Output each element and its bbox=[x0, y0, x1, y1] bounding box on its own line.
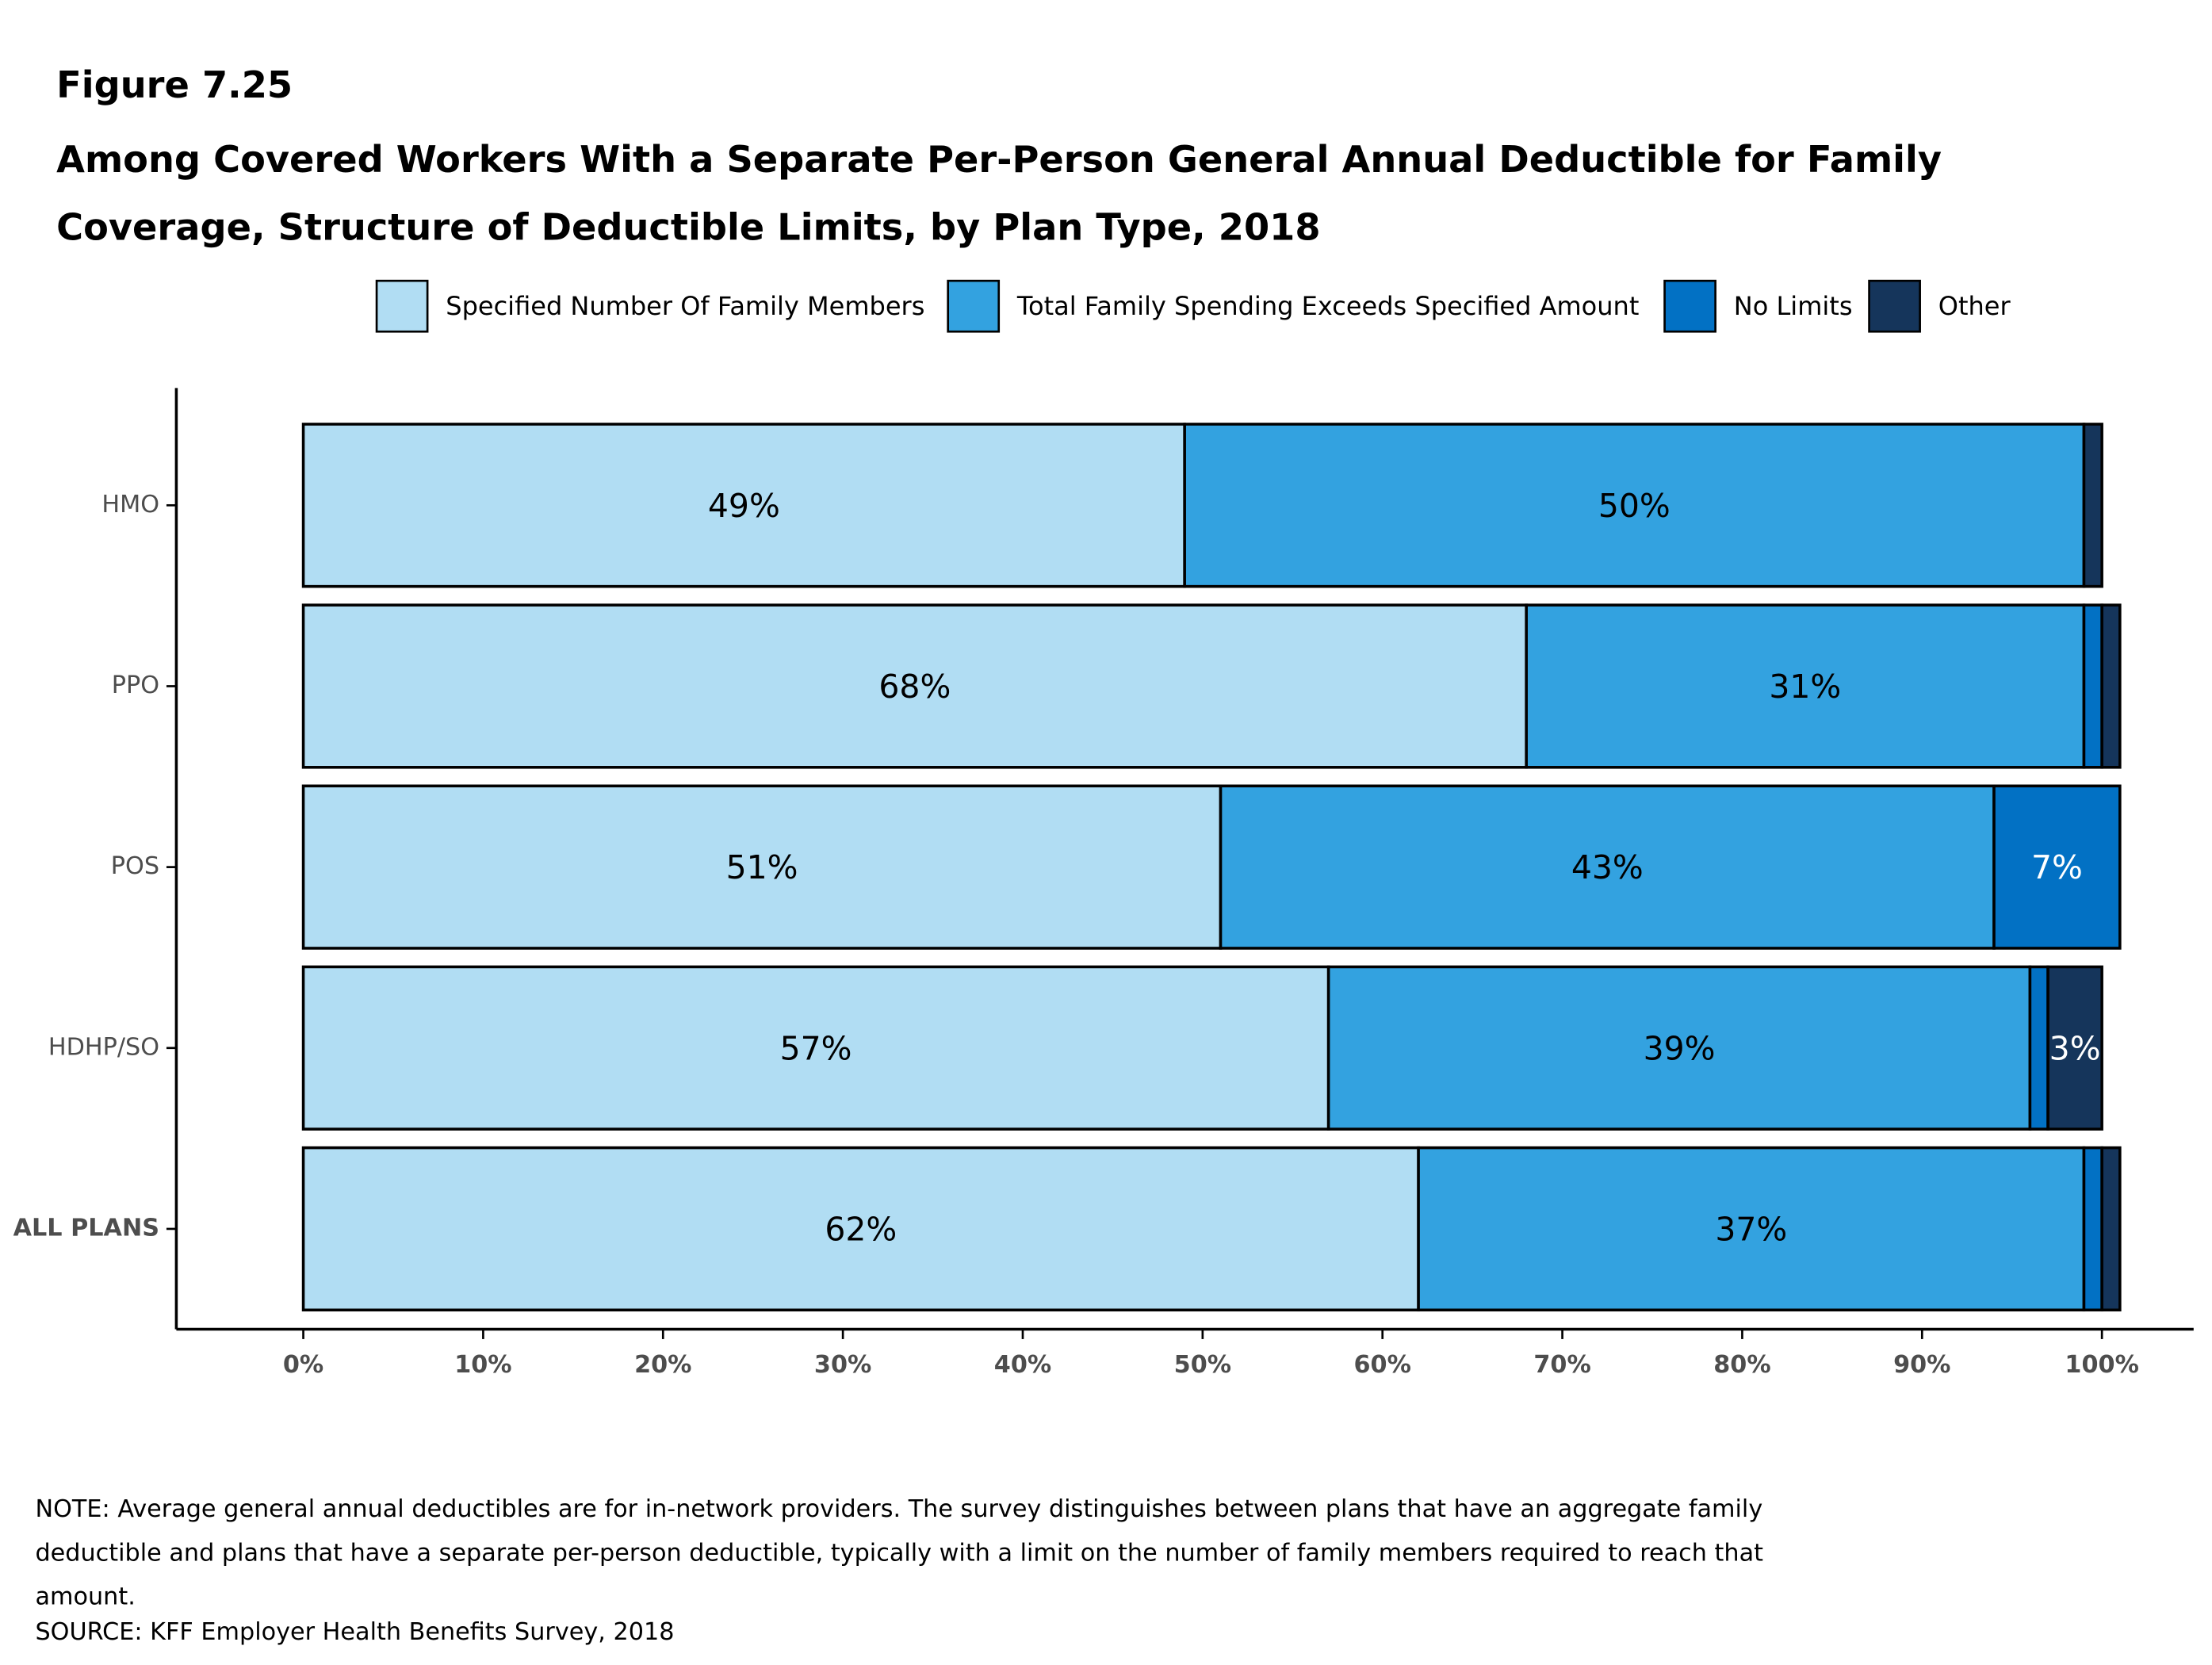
legend-swatch bbox=[375, 279, 429, 333]
figure-label: Figure 7.25 bbox=[56, 64, 293, 108]
data-label: 39% bbox=[1644, 1029, 1716, 1067]
bar-segment bbox=[2046, 965, 2103, 1131]
bar-segment bbox=[2082, 423, 2103, 588]
data-label: 50% bbox=[1598, 487, 1670, 525]
x-tick-label: 50% bbox=[1174, 1351, 1231, 1379]
bar-segment bbox=[1183, 423, 2086, 588]
bar-segment bbox=[1992, 784, 2122, 950]
data-label: 37% bbox=[1715, 1210, 1787, 1248]
x-tick-label: 20% bbox=[634, 1351, 691, 1379]
x-tick-label: 30% bbox=[814, 1351, 871, 1379]
x-tick-label: 0% bbox=[283, 1351, 323, 1379]
bar-segment bbox=[301, 1146, 1420, 1312]
y-tick-label: POS bbox=[111, 852, 159, 880]
x-tick-label: 100% bbox=[2065, 1351, 2138, 1379]
data-label: 3% bbox=[2049, 1029, 2101, 1067]
chart-title: Among Covered Workers With a Separate Pe… bbox=[56, 140, 1942, 251]
x-tick-label: 80% bbox=[1713, 1351, 1770, 1379]
legend-swatch bbox=[1663, 279, 1716, 333]
data-label: 43% bbox=[1571, 848, 1644, 886]
x-tick-label: 60% bbox=[1354, 1351, 1411, 1379]
bar-segment bbox=[1326, 965, 2032, 1131]
bar-segment bbox=[2028, 965, 2049, 1131]
y-tick-label: HMO bbox=[101, 491, 159, 519]
x-tick-label: 90% bbox=[1893, 1351, 1950, 1379]
bar-segment bbox=[2100, 1146, 2122, 1312]
bar-segment bbox=[1417, 1146, 2086, 1312]
y-tick-label: ALL PLANS bbox=[13, 1214, 159, 1242]
legend-label: Specified Number Of Family Members bbox=[446, 291, 924, 321]
legend-label: No Limits bbox=[1734, 291, 1853, 321]
data-label: 68% bbox=[878, 668, 951, 706]
source: SOURCE: KFF Employer Health Benefits Sur… bbox=[35, 1618, 675, 1647]
data-label: 7% bbox=[2031, 848, 2083, 886]
legend-label: Other bbox=[1938, 291, 2011, 321]
legend-swatch bbox=[1868, 279, 1921, 333]
y-tick-label: HDHP/SO bbox=[48, 1033, 159, 1061]
legend-swatch bbox=[947, 279, 1001, 333]
data-label: 57% bbox=[780, 1029, 852, 1067]
y-tick-label: PPO bbox=[112, 672, 159, 699]
bar-segment bbox=[2082, 603, 2103, 769]
bar-segment bbox=[2082, 1146, 2103, 1312]
note: NOTE: Average general annual deductibles… bbox=[35, 1495, 1763, 1612]
legend-label: Total Family Spending Exceeds Specified … bbox=[1016, 291, 1640, 321]
data-label: 31% bbox=[1769, 668, 1841, 706]
bar-segment bbox=[301, 965, 1330, 1131]
bar-segment bbox=[301, 603, 1528, 769]
bar-segment bbox=[301, 784, 1223, 950]
x-tick-label: 70% bbox=[1533, 1351, 1590, 1379]
x-tick-label: 40% bbox=[994, 1351, 1051, 1379]
bar-segment bbox=[2100, 603, 2122, 769]
x-tick-label: 10% bbox=[454, 1351, 511, 1379]
bar-segment bbox=[301, 423, 1186, 588]
data-label: 49% bbox=[708, 487, 780, 525]
data-label: 51% bbox=[726, 848, 798, 886]
data-label: 62% bbox=[825, 1210, 897, 1248]
bar-segment bbox=[1525, 603, 2086, 769]
bar-segment bbox=[1219, 784, 1996, 950]
